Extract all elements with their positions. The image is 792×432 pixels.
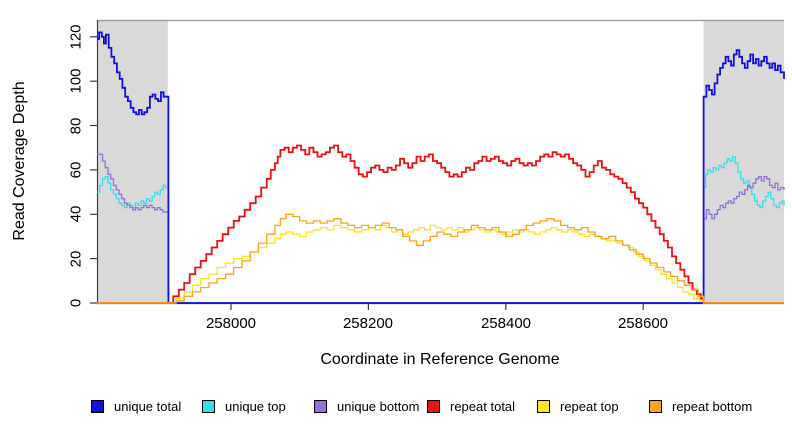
y-tick-label-120: 120 (67, 24, 85, 50)
legend-item-unique-top: unique top (202, 398, 286, 414)
legend-item-unique-total: unique total (91, 398, 182, 414)
unique-region-shade-0 (97, 20, 168, 303)
series-line-repeat-total (97, 144, 784, 304)
legend-label: repeat total (450, 398, 516, 414)
unique-total-swatch-icon (91, 399, 104, 413)
y-tick-label-40: 40 (67, 205, 85, 223)
series-line-unique-bottom (97, 153, 785, 304)
repeat-top-swatch-icon (537, 399, 550, 413)
legend-label: unique total (114, 398, 182, 414)
series-line-unique-top (97, 155, 785, 304)
x-tick-label-258000: 258000 (205, 315, 257, 332)
y-tick-label-100: 100 (67, 68, 85, 94)
repeat-bottom-swatch-icon (649, 399, 662, 413)
legend-item-unique-bottom: unique bottom (314, 398, 420, 414)
y-tick-label-80: 80 (67, 117, 85, 134)
series-line-repeat-bottom (97, 213, 784, 304)
legend-label: repeat bottom (672, 398, 753, 414)
unique-region-shade-1 (703, 20, 784, 303)
series-line-repeat-top (97, 224, 784, 304)
legend-item-repeat-top: repeat top (537, 398, 619, 414)
repeat-total-swatch-icon (427, 399, 440, 413)
unique-bottom-swatch-icon (314, 399, 327, 413)
x-axis-title: Coordinate in Reference Genome (320, 351, 560, 368)
unique-top-swatch-icon (202, 399, 215, 413)
legend-label: unique top (225, 398, 286, 414)
x-tick-label-258600: 258600 (617, 315, 669, 332)
y-tick-label-60: 60 (67, 161, 85, 179)
y-tick-label-20: 20 (67, 250, 85, 268)
legend-label: unique bottom (337, 398, 420, 414)
y-tick-label-0: 0 (67, 298, 85, 308)
legend-item-repeat-bottom: repeat bottom (649, 398, 753, 414)
y-axis-title: Read Coverage Depth (11, 81, 28, 241)
legend-item-repeat-total: repeat total (427, 398, 516, 414)
x-tick-label-258200: 258200 (342, 315, 394, 332)
x-tick-label-258400: 258400 (480, 315, 532, 332)
series-line-unique-total (97, 31, 785, 304)
legend-label: repeat top (560, 398, 619, 414)
